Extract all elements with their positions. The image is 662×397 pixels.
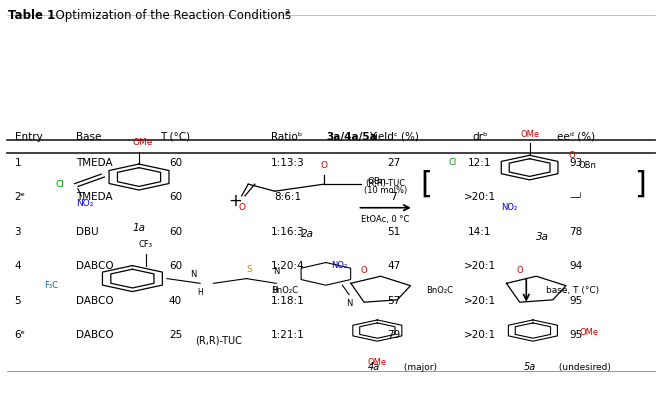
Text: H: H [272, 286, 278, 295]
Text: N: N [346, 299, 352, 308]
Text: 6ᵉ: 6ᵉ [15, 330, 26, 341]
Text: 1: 1 [15, 158, 21, 168]
Text: >20:1: >20:1 [464, 192, 496, 202]
Text: [: [ [420, 170, 432, 198]
Text: OBn: OBn [579, 160, 596, 170]
Text: 60: 60 [169, 158, 182, 168]
Text: NO₂: NO₂ [502, 204, 518, 212]
Text: BnO₂C: BnO₂C [271, 286, 298, 295]
Text: 51: 51 [387, 227, 401, 237]
Text: 78: 78 [569, 227, 583, 237]
Text: 1:20:4: 1:20:4 [271, 261, 305, 272]
Text: 3: 3 [15, 227, 21, 237]
Text: TMEDA: TMEDA [76, 192, 113, 202]
Text: 79: 79 [387, 330, 401, 341]
Text: OMe: OMe [368, 358, 387, 367]
Text: (10 mol%): (10 mol%) [363, 186, 407, 195]
Text: DABCO: DABCO [76, 330, 114, 341]
Text: 1a: 1a [132, 223, 146, 233]
Text: 60: 60 [169, 192, 182, 202]
Text: TMEDA: TMEDA [76, 158, 113, 168]
Text: +: + [228, 192, 242, 210]
Text: S: S [247, 265, 253, 274]
Text: 12:1: 12:1 [468, 158, 492, 168]
Text: (R,R)-TUC: (R,R)-TUC [365, 179, 405, 188]
Text: O: O [569, 151, 575, 160]
Text: >20:1: >20:1 [464, 261, 496, 272]
Text: DABCO: DABCO [76, 296, 114, 306]
Text: —ʲ: —ʲ [570, 192, 582, 202]
Text: T (°C): T (°C) [160, 132, 191, 142]
Text: (undesired): (undesired) [556, 362, 611, 372]
Text: NO₂: NO₂ [331, 261, 348, 270]
Text: 1:13:3: 1:13:3 [271, 158, 305, 168]
Text: (major): (major) [401, 362, 436, 372]
Text: 4: 4 [15, 261, 21, 272]
Text: eeᵈ (%): eeᵈ (%) [557, 132, 595, 142]
Text: O: O [516, 266, 523, 275]
Text: drᵇ: drᵇ [472, 132, 488, 142]
Text: 3a/4a/5a: 3a/4a/5a [326, 132, 377, 142]
Text: 2a: 2a [301, 229, 314, 239]
Text: Cl: Cl [449, 158, 457, 168]
Text: base, T (°C): base, T (°C) [546, 286, 599, 295]
Text: O: O [361, 266, 367, 275]
Text: >20:1: >20:1 [464, 296, 496, 306]
Text: Table 1: Table 1 [8, 9, 55, 22]
Text: O: O [321, 161, 328, 170]
Text: 93: 93 [569, 158, 583, 168]
Text: 25: 25 [169, 330, 182, 341]
Text: 95: 95 [569, 330, 583, 341]
Text: 60: 60 [169, 261, 182, 272]
Text: N: N [273, 267, 279, 276]
Text: 4a: 4a [368, 362, 380, 372]
Text: 40: 40 [169, 296, 182, 306]
Text: 1:21:1: 1:21:1 [271, 330, 305, 341]
Text: 14:1: 14:1 [468, 227, 492, 237]
Text: 3a: 3a [536, 232, 549, 242]
Text: 5a: 5a [524, 362, 536, 372]
Text: 95: 95 [569, 296, 583, 306]
Text: OMe: OMe [520, 130, 539, 139]
Text: a: a [285, 7, 290, 16]
Text: Cl: Cl [56, 179, 65, 189]
Text: 60: 60 [169, 227, 182, 237]
Text: N: N [190, 270, 197, 279]
Text: 27: 27 [387, 158, 401, 168]
Text: OMe: OMe [132, 138, 152, 147]
Text: 2ᵉ: 2ᵉ [15, 192, 26, 202]
Text: Ratioᵇ: Ratioᵇ [271, 132, 305, 142]
Text: H: H [197, 288, 203, 297]
Text: Entry: Entry [15, 132, 42, 142]
Text: (R,R)-TUC: (R,R)-TUC [195, 335, 242, 345]
Text: 5: 5 [15, 296, 21, 306]
Text: 57: 57 [387, 296, 401, 306]
Text: Base: Base [76, 132, 101, 142]
Text: 94: 94 [569, 261, 583, 272]
Text: 1:16:3: 1:16:3 [271, 227, 305, 237]
Text: Yieldᶜ (%): Yieldᶜ (%) [369, 132, 419, 142]
Text: BnO₂C: BnO₂C [426, 286, 453, 295]
Text: EtOAc, 0 °C: EtOAc, 0 °C [361, 215, 410, 224]
Text: 7: 7 [391, 192, 397, 202]
Text: NO₂: NO₂ [76, 199, 93, 208]
Text: OBn: OBn [367, 177, 387, 186]
Text: DABCO: DABCO [76, 261, 114, 272]
Text: >20:1: >20:1 [464, 330, 496, 341]
Text: 1:18:1: 1:18:1 [271, 296, 305, 306]
Text: Optimization of the Reaction Conditions: Optimization of the Reaction Conditions [48, 9, 291, 22]
Text: CF₃: CF₃ [138, 240, 153, 249]
Text: OMe: OMe [579, 328, 598, 337]
Text: 8:6:1: 8:6:1 [275, 192, 301, 202]
Text: DBU: DBU [76, 227, 99, 237]
Text: O: O [238, 203, 245, 212]
Text: ]: ] [634, 170, 645, 198]
Text: 47: 47 [387, 261, 401, 272]
Text: F₃C: F₃C [44, 281, 58, 290]
